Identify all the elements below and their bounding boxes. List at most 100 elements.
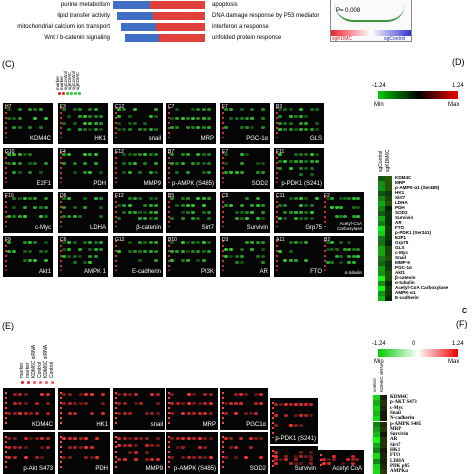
heat-cell — [385, 236, 392, 241]
band — [192, 455, 196, 459]
band — [181, 411, 185, 415]
colorbar — [378, 349, 458, 357]
band — [203, 411, 207, 415]
band — [293, 259, 298, 262]
marker-lane — [276, 196, 278, 227]
band — [338, 206, 343, 209]
band — [62, 393, 66, 396]
band — [347, 261, 352, 265]
heat-cell — [378, 276, 385, 281]
band — [334, 206, 339, 209]
band — [17, 215, 22, 218]
heat-cell — [385, 246, 392, 251]
band — [153, 128, 158, 132]
protein-label: AR — [390, 437, 398, 443]
scale-max: 1.24 — [452, 341, 464, 347]
band — [229, 117, 234, 120]
heat-cell — [380, 400, 387, 406]
band — [12, 437, 17, 440]
band — [206, 250, 211, 253]
marker-lane — [324, 240, 326, 271]
protein-label: LDHA — [395, 200, 408, 205]
band — [127, 197, 132, 200]
band — [23, 455, 28, 459]
band — [84, 437, 88, 440]
column-label: sgKDM6C — [385, 149, 391, 172]
band — [208, 393, 213, 396]
band — [234, 393, 238, 396]
band — [234, 117, 239, 120]
marker-lane — [60, 240, 62, 271]
blot: E7 SOD2 — [220, 148, 270, 189]
band — [245, 241, 249, 244]
marker-lane — [168, 240, 170, 271]
band — [309, 413, 313, 417]
band — [33, 197, 38, 200]
band — [304, 166, 309, 170]
band — [175, 108, 180, 111]
band — [260, 162, 265, 165]
heat-cell — [380, 469, 387, 474]
band — [250, 247, 255, 251]
band — [250, 210, 255, 214]
band — [175, 171, 180, 174]
band — [254, 411, 258, 415]
blot: F12 β-catenin — [113, 192, 163, 233]
heat-cell — [378, 246, 385, 251]
band — [132, 210, 137, 214]
band — [180, 210, 185, 214]
scale-max: 1.24 — [452, 83, 464, 89]
band — [170, 259, 174, 262]
band — [12, 455, 17, 459]
band — [122, 402, 127, 406]
band — [18, 411, 22, 415]
protein-label: Grp75 — [395, 240, 409, 245]
heat-cell — [373, 453, 380, 459]
band — [293, 197, 298, 200]
blot-label: p-PDK1 (S241) — [275, 436, 316, 442]
heat-cell — [378, 286, 385, 291]
band — [7, 411, 11, 415]
band — [23, 402, 28, 406]
lane-dot — [66, 92, 69, 95]
blot-label: Acetyl-CoA Carboxylase — [336, 221, 362, 231]
band — [343, 197, 347, 200]
band — [326, 461, 331, 465]
heat-cell — [380, 405, 387, 411]
protein-label: p-AKT S473 — [390, 400, 417, 406]
band — [288, 108, 293, 111]
band — [351, 197, 356, 200]
heat-cell — [378, 291, 385, 296]
band — [254, 437, 258, 440]
band — [299, 424, 303, 428]
bar — [156, 23, 205, 31]
band — [88, 254, 93, 258]
band — [338, 215, 343, 218]
band — [128, 444, 132, 447]
lane-dot — [33, 381, 36, 384]
band — [283, 108, 288, 111]
band — [181, 402, 185, 406]
band — [12, 393, 17, 396]
band — [33, 259, 38, 262]
band — [260, 108, 265, 111]
band — [304, 403, 308, 406]
band — [224, 247, 228, 251]
heat-cell — [378, 261, 385, 266]
marker-lane — [222, 152, 224, 183]
band — [234, 402, 238, 406]
band — [294, 458, 298, 461]
band — [224, 455, 228, 459]
blot-label: β-catenin — [136, 225, 161, 231]
protein-label: Survivin — [390, 432, 409, 438]
band — [334, 215, 339, 218]
band — [150, 444, 154, 447]
band — [239, 117, 244, 120]
band — [331, 458, 336, 462]
band — [330, 261, 335, 265]
band — [314, 108, 319, 111]
band — [278, 121, 282, 125]
protein-label: MRP — [395, 180, 406, 185]
band — [117, 411, 121, 415]
